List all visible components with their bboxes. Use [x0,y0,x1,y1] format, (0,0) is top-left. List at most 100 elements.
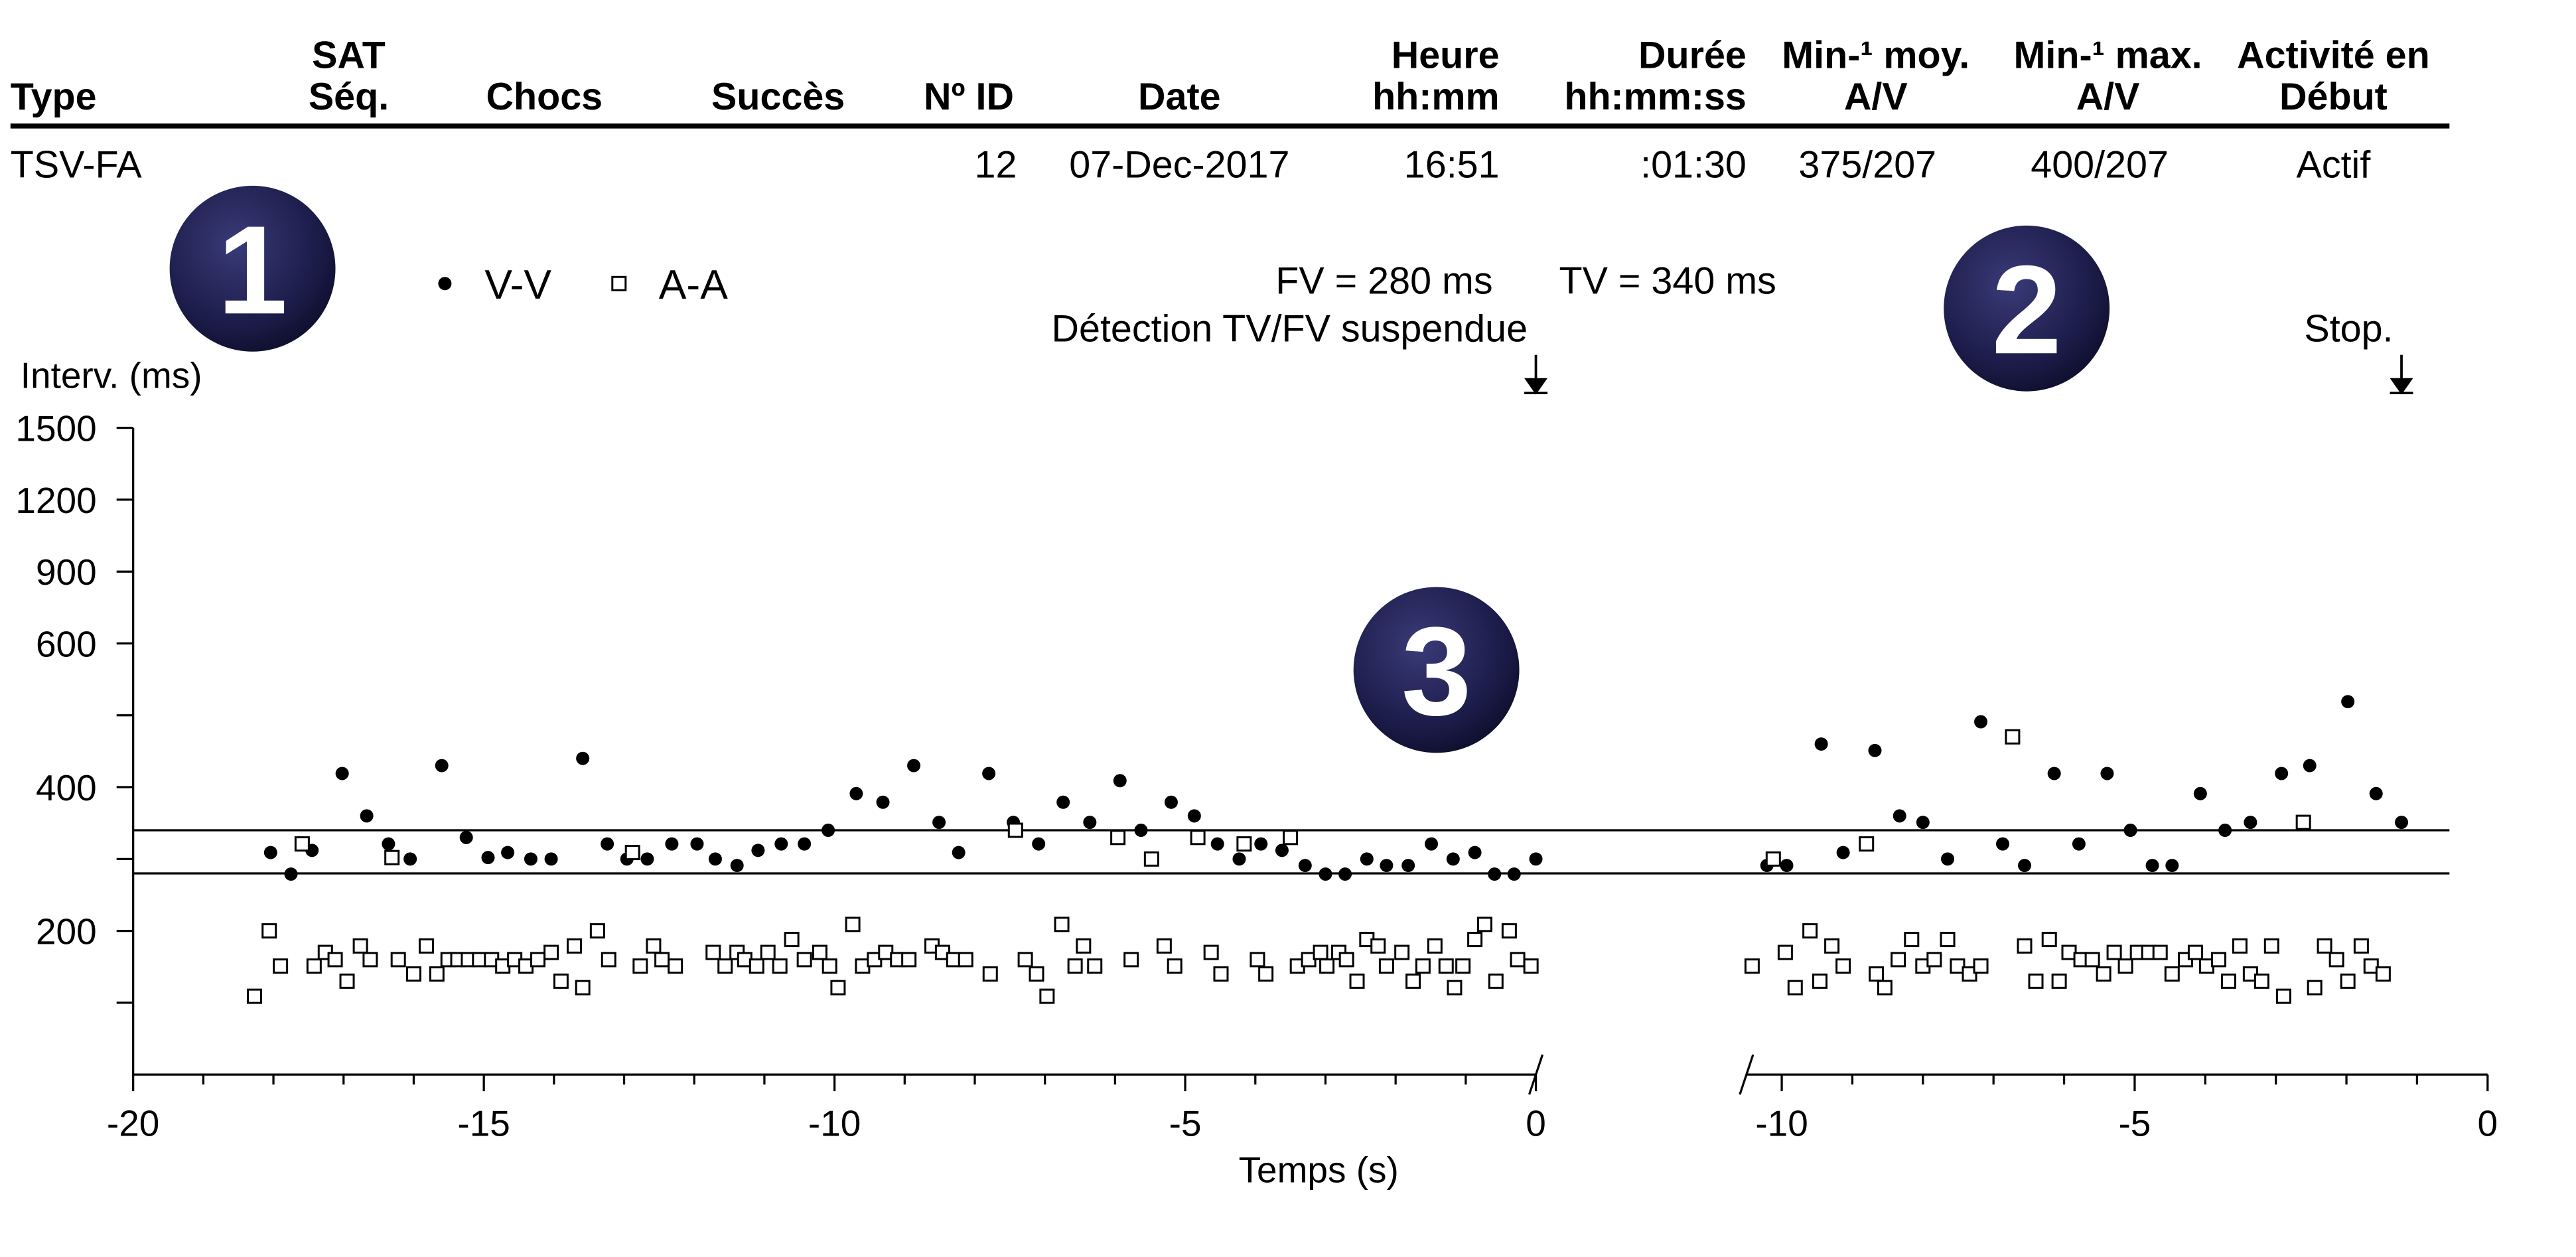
aa-point [1835,958,1851,974]
aa-point [1973,958,1989,974]
aa-point [294,836,310,852]
aa-point [261,923,277,939]
aa-point [1110,830,1126,846]
aa-point [1765,851,1781,867]
vv-point [435,759,449,773]
x-tick-label: -15 [457,1103,510,1144]
badge-number: 1 [218,200,288,340]
x-tick-label: -5 [2118,1103,2151,1144]
x-tick-label: 0 [1526,1103,1546,1144]
aa-point [1812,973,1828,989]
aa-point [1427,938,1443,954]
x-tick-label: 0 [2478,1103,2498,1144]
vv-point [2218,824,2232,838]
aa-point [2232,938,2248,954]
vv-point [1032,837,1046,851]
table-cell: 375/207 [1798,143,1936,186]
vv-point [481,851,495,865]
vv-point [576,751,590,765]
aa-point [1007,822,1023,838]
aa-point [390,952,406,968]
aa-point [2211,952,2227,968]
aa-point [2295,814,2311,830]
aa-point [2307,980,2323,996]
vv-point [690,837,704,851]
legend-label: A-A [659,261,728,308]
vv-point [2303,759,2317,773]
aa-point [1236,836,1252,852]
aa-point [982,966,998,982]
badge-circle [169,185,336,352]
table-header: Min-¹ moy. [1782,34,1969,76]
aa-point [958,952,973,968]
aa-point [2263,938,2279,954]
aa-point [2187,944,2203,960]
table-header: SAT [312,34,386,76]
aa-point [1904,932,1920,948]
aa-point [1891,952,1906,968]
aa-point [812,944,827,960]
aa-point [2340,973,2356,989]
aa-point [760,944,776,960]
aa-point [1501,923,1517,939]
aa-point [1370,938,1386,954]
vv-point [403,852,417,866]
x-tick-label: -5 [1169,1103,1202,1144]
vv-point [1338,867,1352,881]
arrow-head [2390,378,2413,395]
aa-point [1438,958,1454,974]
vv-point [2193,786,2207,800]
aa-point [2220,973,2236,989]
vv-point [1380,859,1394,873]
aa-point [1926,952,1942,968]
aa-point [2005,729,2021,745]
aa-point [2017,938,2033,954]
vv-point [2123,824,2137,838]
table-header: Durée [1638,34,1747,76]
aa-point [306,958,322,974]
vv-point [501,846,515,859]
aa-point [1349,973,1365,989]
aa-point [327,952,343,968]
vv-point [1164,795,1178,809]
table-header: Succès [711,76,845,118]
vv-point [1134,824,1148,838]
aa-point [1123,952,1139,968]
aa-point [405,966,421,982]
x-tick-label: -10 [1755,1103,1808,1144]
aa-point [1777,944,1793,960]
aa-point [1476,917,1492,932]
aa-point [901,952,917,968]
x-tick-label: -10 [808,1103,861,1144]
aa-point [2084,952,2100,968]
vv-point [876,795,890,809]
x-axis-label: Temps (s) [1239,1149,1399,1191]
aa-point [1017,952,1033,968]
aa-point [796,952,812,968]
aa-point [1877,980,1893,996]
aa-point [2028,973,2044,989]
table-header: Nº ID [924,76,1014,118]
vv-point [640,852,654,866]
aa-point [566,938,582,954]
aa-point [1087,958,1103,974]
aa-point [830,980,846,996]
vv-point [822,824,835,838]
vv-point [1446,852,1460,866]
vv-point [2244,816,2257,830]
aa-point [553,973,569,989]
aa-point [1455,958,1471,974]
legend-label: V-V [484,261,551,308]
table-cell: 12 [975,143,1017,186]
aa-point [384,850,400,865]
aa-point [624,845,640,861]
table-header: Date [1138,76,1221,118]
aa-point [1467,932,1483,948]
aa-point [1940,932,1956,948]
aa-point [1203,944,1219,960]
aa-point [273,958,289,974]
vv-point [1319,867,1332,881]
badge-number: 2 [1991,240,2062,380]
vv-point [982,767,996,780]
aa-point [429,966,445,982]
